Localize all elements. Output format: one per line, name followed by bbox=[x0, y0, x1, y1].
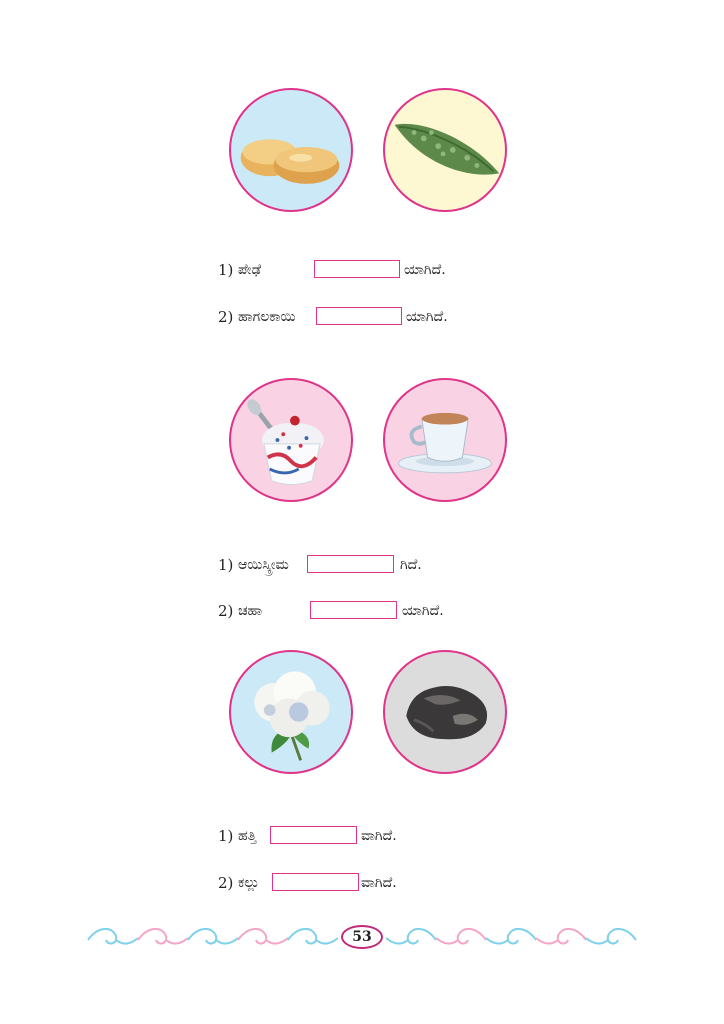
row-word: ಹಾಗಲಕಾಯಿ bbox=[238, 309, 296, 325]
row-number: 1) bbox=[218, 556, 234, 574]
row-word: ಪೇಢೆ bbox=[238, 262, 262, 278]
answer-blank-box[interactable] bbox=[272, 873, 359, 891]
row-suffix: ವಾಗಿದೆ. bbox=[361, 875, 397, 891]
answer-blank-box[interactable] bbox=[316, 307, 402, 325]
tea-cup-image bbox=[383, 378, 507, 502]
answer-blank-box[interactable] bbox=[307, 555, 394, 573]
stone-image bbox=[383, 650, 507, 774]
row-number: 2) bbox=[218, 874, 234, 892]
answer-blank-box[interactable] bbox=[310, 601, 397, 619]
left-ornament-border bbox=[87, 928, 338, 945]
row-number: 2) bbox=[218, 308, 234, 326]
peda-sweets-image bbox=[229, 88, 353, 212]
ice-cream-cup-image bbox=[229, 378, 353, 502]
page-number: 53 bbox=[341, 925, 383, 949]
row-word: ಆಯಿಸ್ಕ್ರೀಮ bbox=[238, 557, 289, 573]
row-suffix: ಗಿದೆ. bbox=[400, 557, 422, 573]
row-word: ಹತ್ತಿ bbox=[238, 828, 257, 844]
answer-blank-box[interactable] bbox=[270, 826, 357, 844]
row-number: 1) bbox=[218, 261, 234, 279]
row-suffix: ಯಾಗಿದೆ. bbox=[406, 309, 448, 325]
row-suffix: ಯಾಗಿದೆ. bbox=[404, 262, 446, 278]
row-number: 1) bbox=[218, 827, 234, 845]
answer-blank-box[interactable] bbox=[314, 260, 400, 278]
row-word: ಕಲ್ಲು bbox=[238, 875, 260, 891]
cotton-boll-image bbox=[229, 650, 353, 774]
row-number: 2) bbox=[218, 602, 234, 620]
row-suffix: ಯಾಗಿದೆ. bbox=[402, 603, 444, 619]
bitter-gourd-image bbox=[383, 88, 507, 212]
row-word: ಚಹಾ bbox=[238, 603, 263, 619]
row-suffix: ವಾಗಿದೆ. bbox=[361, 828, 397, 844]
right-ornament-border bbox=[386, 928, 637, 945]
